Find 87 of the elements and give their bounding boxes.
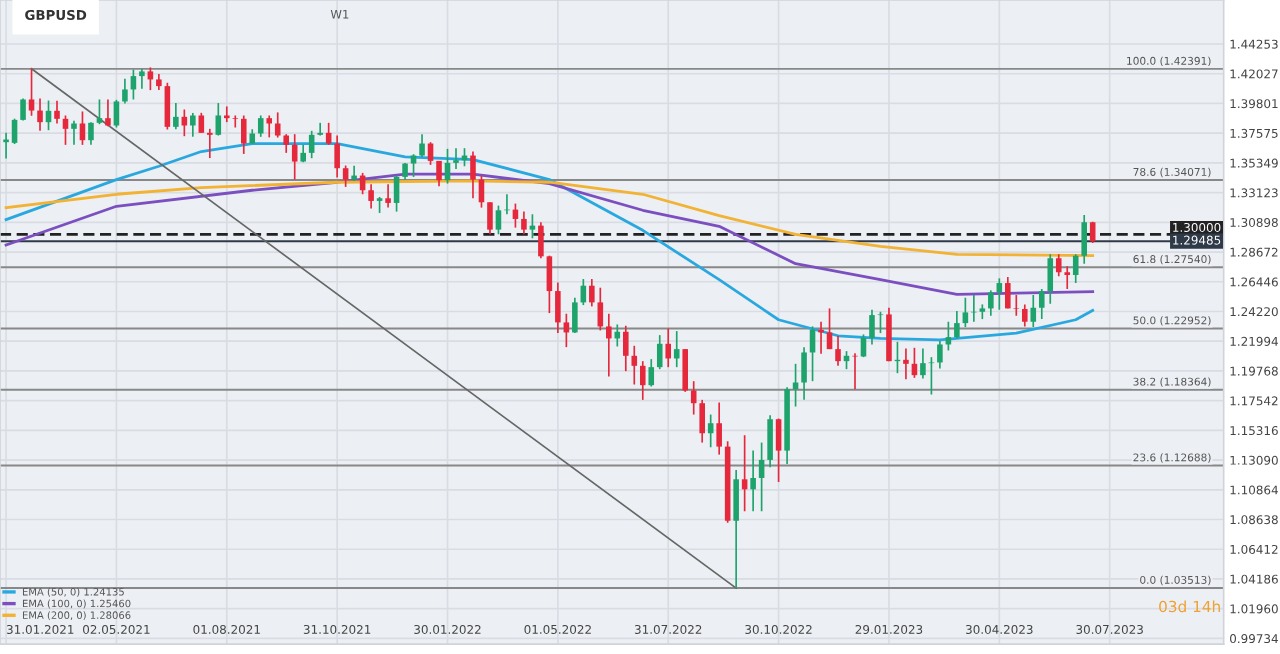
candlestick	[1022, 303, 1028, 328]
candlestick	[419, 133, 425, 158]
candlestick	[546, 254, 553, 314]
candlestick	[656, 334, 663, 370]
candlestick	[733, 469, 739, 589]
candlestick	[631, 344, 638, 386]
candlestick	[88, 121, 94, 146]
candlestick	[869, 308, 875, 346]
candlestick	[317, 121, 323, 137]
candlestick	[232, 114, 239, 129]
candlestick	[903, 347, 909, 381]
candlestick	[11, 117, 18, 145]
candlestick	[1013, 294, 1020, 317]
candlestick	[1055, 253, 1062, 278]
candlestick	[266, 114, 273, 139]
candlestick	[1047, 253, 1054, 305]
candlestick	[775, 417, 782, 483]
candlestick	[283, 133, 289, 154]
candlestick	[826, 307, 833, 350]
candlestick	[79, 110, 86, 146]
candlestick	[190, 112, 196, 138]
candlestick	[835, 334, 841, 367]
candlestick	[521, 210, 527, 236]
candlestick	[37, 97, 43, 132]
candlestick	[257, 114, 264, 138]
candlestick	[325, 121, 332, 146]
candlestick	[28, 67, 35, 117]
candlestick	[801, 346, 807, 401]
candlestick	[113, 99, 120, 129]
candlestick	[122, 77, 128, 105]
candlestick	[181, 108, 188, 138]
candlestick	[767, 414, 773, 469]
candlestick	[207, 128, 213, 159]
candlestick	[215, 102, 222, 137]
candlestick	[639, 360, 646, 401]
candlestick	[928, 356, 935, 396]
candlestick	[1005, 276, 1011, 310]
candlestick	[487, 201, 493, 236]
candlestick	[962, 296, 969, 328]
candlestick	[1081, 214, 1087, 265]
candlestick	[368, 183, 374, 210]
candlestick	[606, 312, 612, 378]
candlestick	[495, 204, 502, 236]
candlestick	[71, 119, 77, 146]
candlestick	[623, 324, 629, 372]
candlestick	[1072, 253, 1079, 284]
candlestick	[886, 306, 892, 362]
candlestick	[173, 102, 179, 131]
candlestick	[589, 278, 595, 308]
candlestick	[538, 221, 544, 260]
candlestick	[673, 330, 680, 368]
candlestick	[342, 164, 349, 188]
candlestick	[920, 347, 926, 380]
candlestick	[1064, 265, 1071, 290]
candlestick	[453, 147, 459, 170]
candlestick	[436, 160, 442, 188]
candlestick	[716, 401, 722, 456]
candlestick	[291, 133, 298, 181]
candlestick	[572, 296, 578, 334]
candlestick	[988, 289, 994, 317]
candlestick	[555, 281, 561, 334]
candlestick	[529, 213, 536, 240]
candlestick	[699, 399, 705, 444]
candlestick	[224, 105, 230, 123]
candlestick	[1038, 288, 1045, 320]
candlestick	[597, 286, 604, 332]
candlestick	[682, 348, 688, 393]
candlestick	[648, 358, 655, 388]
candlestick	[334, 134, 340, 179]
candlestick	[54, 99, 60, 125]
candlestick	[198, 111, 205, 134]
candlestick	[937, 340, 943, 370]
candlestick	[139, 67, 145, 90]
candlestick	[20, 97, 26, 122]
candlestick	[750, 449, 756, 513]
candlestick	[96, 98, 103, 126]
candlestick	[274, 111, 281, 139]
candlestick	[954, 310, 960, 340]
candlestick	[665, 327, 672, 368]
candlestick	[240, 114, 247, 155]
candlestick	[1030, 294, 1037, 328]
candlestick	[393, 174, 400, 213]
candlestick	[105, 98, 111, 128]
candlestick	[877, 310, 884, 334]
candlestick	[385, 183, 391, 209]
candlestick	[164, 81, 171, 131]
candlestick	[470, 150, 476, 200]
